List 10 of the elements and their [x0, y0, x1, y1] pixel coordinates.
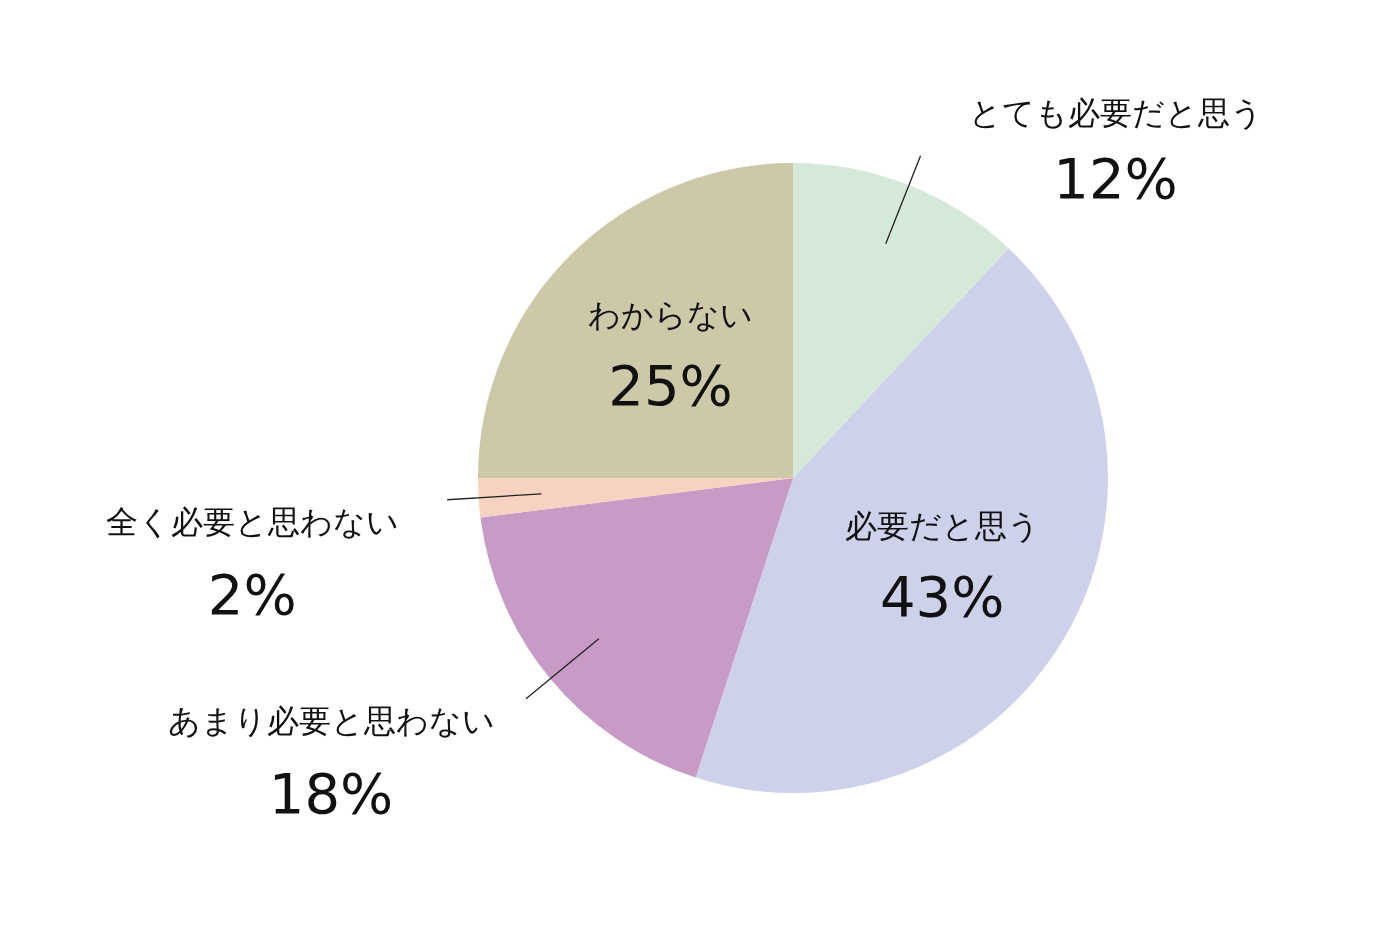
data-label: 43%	[879, 563, 1005, 629]
data-label: 18%	[268, 761, 394, 827]
data-label: 2%	[207, 562, 297, 628]
slice-label: あまり必要と思わない	[167, 702, 495, 741]
slice-label: とても必要だと思う	[968, 94, 1263, 133]
data-label: 12%	[1053, 146, 1178, 212]
slice-label: わからない	[587, 295, 753, 334]
slice-label: 必要だと思う	[844, 506, 1040, 545]
data-label: 25%	[608, 353, 733, 419]
slice-label: 全く必要と思わない	[105, 503, 399, 542]
